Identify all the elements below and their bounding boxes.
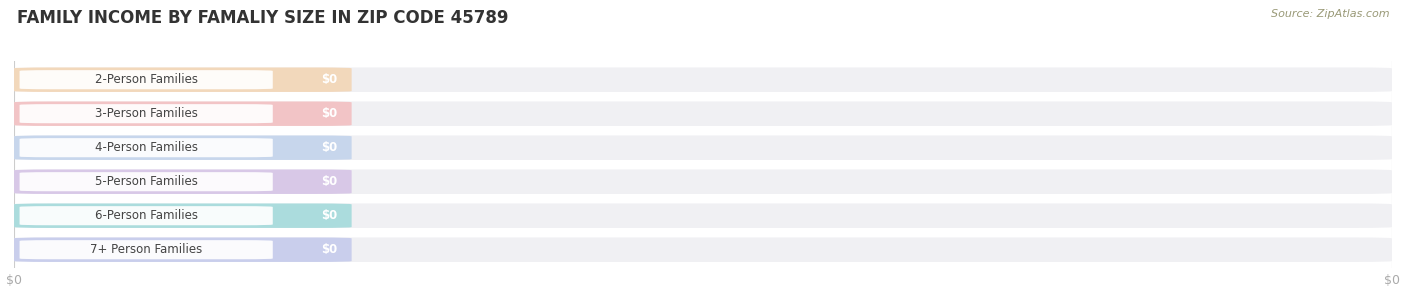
FancyBboxPatch shape: [14, 238, 352, 262]
FancyBboxPatch shape: [14, 102, 352, 126]
Text: $0: $0: [322, 175, 337, 188]
FancyBboxPatch shape: [20, 206, 273, 225]
FancyBboxPatch shape: [14, 203, 1392, 228]
Text: $0: $0: [322, 73, 337, 86]
FancyBboxPatch shape: [14, 102, 1392, 126]
FancyBboxPatch shape: [14, 67, 1392, 92]
Text: 7+ Person Families: 7+ Person Families: [90, 243, 202, 256]
FancyBboxPatch shape: [14, 67, 352, 92]
Text: $0: $0: [322, 209, 337, 222]
FancyBboxPatch shape: [20, 138, 273, 157]
Text: Source: ZipAtlas.com: Source: ZipAtlas.com: [1271, 9, 1389, 19]
Text: 6-Person Families: 6-Person Families: [94, 209, 198, 222]
FancyBboxPatch shape: [14, 238, 1392, 262]
FancyBboxPatch shape: [14, 135, 1392, 160]
FancyBboxPatch shape: [20, 172, 273, 191]
Text: $0: $0: [322, 243, 337, 256]
FancyBboxPatch shape: [20, 240, 273, 259]
FancyBboxPatch shape: [20, 70, 273, 89]
FancyBboxPatch shape: [14, 170, 1392, 194]
Text: FAMILY INCOME BY FAMALIY SIZE IN ZIP CODE 45789: FAMILY INCOME BY FAMALIY SIZE IN ZIP COD…: [17, 9, 509, 27]
Text: $0: $0: [322, 107, 337, 120]
FancyBboxPatch shape: [14, 135, 352, 160]
FancyBboxPatch shape: [20, 104, 273, 123]
FancyBboxPatch shape: [14, 203, 352, 228]
Text: 3-Person Families: 3-Person Families: [94, 107, 198, 120]
FancyBboxPatch shape: [14, 170, 352, 194]
Text: 5-Person Families: 5-Person Families: [94, 175, 198, 188]
Text: 2-Person Families: 2-Person Families: [94, 73, 198, 86]
Text: 4-Person Families: 4-Person Families: [94, 141, 198, 154]
Text: $0: $0: [322, 141, 337, 154]
